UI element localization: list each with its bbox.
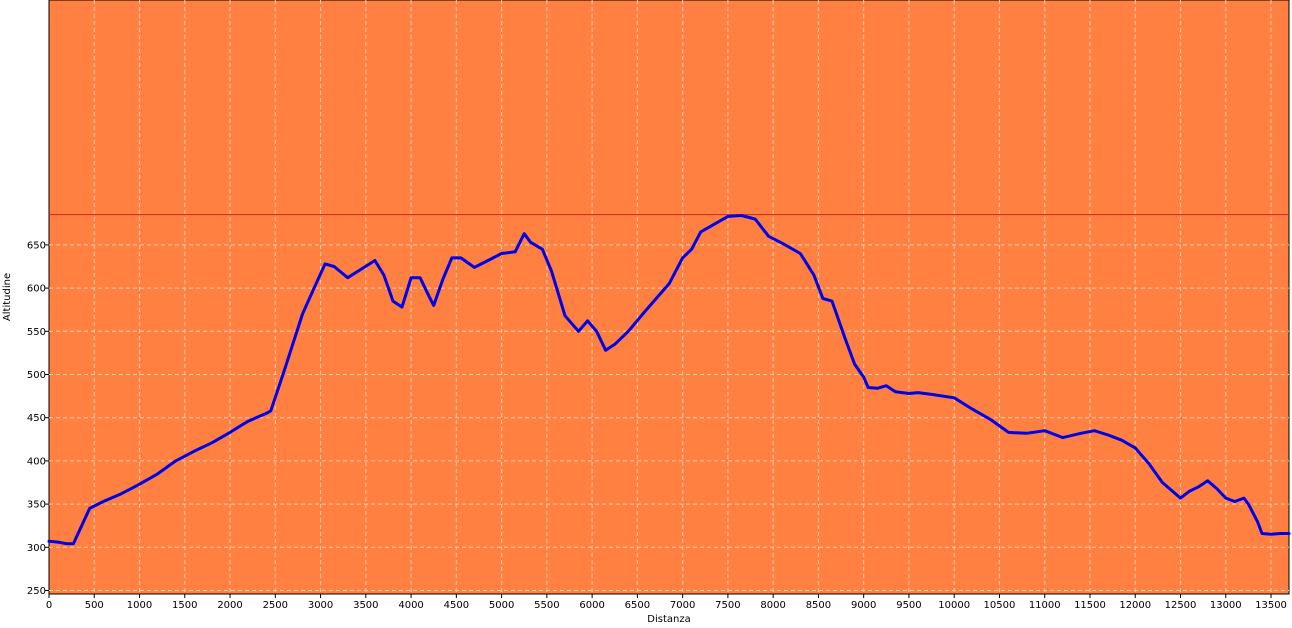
x-axis: 0 500 1000 1500 2000 2500 3000 3500 4000 4500 5000… xyxy=(46,594,1287,611)
x-tick-label: 11500 xyxy=(1074,600,1106,611)
x-tick-label: 1000 xyxy=(127,600,152,611)
x-tick-label: 4000 xyxy=(398,600,423,611)
x-tick-label: 12000 xyxy=(1119,600,1151,611)
x-tick-label: 5500 xyxy=(534,600,559,611)
x-tick-label: 9000 xyxy=(851,600,876,611)
x-tick-label: 500 xyxy=(85,600,104,611)
x-tick-label: 2500 xyxy=(263,600,288,611)
y-tick-label: 450 xyxy=(27,413,46,424)
x-tick-label: 3000 xyxy=(308,600,333,611)
x-tick-label: 9500 xyxy=(896,600,921,611)
y-tick-label: 500 xyxy=(27,370,46,381)
y-tick-label: 400 xyxy=(27,456,46,467)
x-tick-label: 1500 xyxy=(172,600,197,611)
x-tick-label: 0 xyxy=(46,600,52,611)
x-tick-label: 13500 xyxy=(1255,600,1287,611)
plot-area xyxy=(48,0,1290,595)
x-tick-label: 8500 xyxy=(806,600,831,611)
x-tick-label: 10500 xyxy=(984,600,1016,611)
y-tick-label: 600 xyxy=(27,284,46,295)
x-tick-label: 8000 xyxy=(760,600,785,611)
x-tick-label: 7500 xyxy=(715,600,740,611)
x-tick-label: 4500 xyxy=(444,600,469,611)
y-tick-label: 550 xyxy=(27,327,46,338)
x-tick-label: 7000 xyxy=(670,600,695,611)
x-tick-label: 6500 xyxy=(625,600,650,611)
y-tick-label: 350 xyxy=(27,500,46,511)
x-tick-label: 2000 xyxy=(217,600,242,611)
elevation-profile-line xyxy=(47,214,1291,546)
y-axis-title: Altitudine xyxy=(2,273,13,321)
x-tick-label: 12500 xyxy=(1165,600,1197,611)
y-axis: 250 300 350 400 450 500 550 600 650 xyxy=(27,240,49,597)
x-axis-title: Distanza xyxy=(647,614,690,625)
grid-lines xyxy=(49,0,1289,594)
y-tick-label: 250 xyxy=(27,586,46,597)
x-tick-label: 11000 xyxy=(1029,600,1061,611)
y-tick-label: 650 xyxy=(27,240,46,251)
y-tick-label: 300 xyxy=(27,543,46,554)
x-tick-label: 10000 xyxy=(938,600,970,611)
x-tick-label: 3500 xyxy=(353,600,378,611)
x-tick-label: 13000 xyxy=(1210,600,1242,611)
x-tick-label: 6000 xyxy=(579,600,604,611)
x-tick-label: 5000 xyxy=(489,600,514,611)
